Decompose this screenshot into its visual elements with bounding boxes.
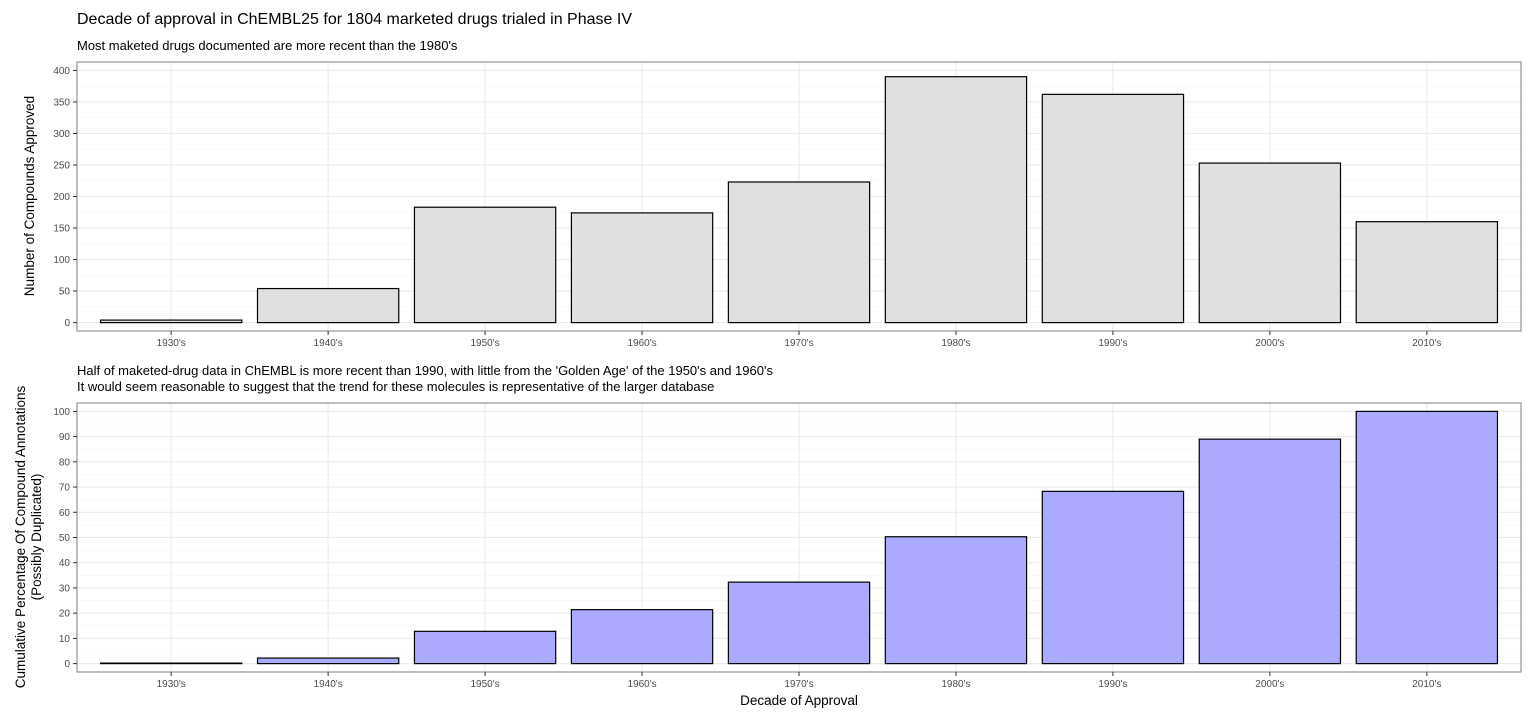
bottom-x-tick-label: 1960's xyxy=(627,679,656,690)
bottom-bar-1990s xyxy=(1041,490,1185,665)
top-y-tick-label: 350 xyxy=(53,97,70,108)
top-bar-1960s xyxy=(570,212,714,324)
bottom-y-tick-label: 90 xyxy=(59,432,71,443)
bottom-x-tick-label: 1970's xyxy=(784,679,813,690)
bottom-y-tick-label: 70 xyxy=(59,483,71,494)
top-bar-2000s xyxy=(1198,162,1342,324)
bottom-y-tick-label: 10 xyxy=(59,634,71,645)
bottom-x-tick-label: 1990's xyxy=(1098,679,1127,690)
top-x-tick-label: 1990's xyxy=(1098,338,1127,349)
top-x-tick-label: 1930's xyxy=(157,338,186,349)
top-bar-1970s xyxy=(727,181,871,324)
bottom-bar-1970s xyxy=(727,581,871,665)
bottom-chart-subtitle-line1: Half of maketed-drug data in ChEMBL is m… xyxy=(77,363,773,378)
x-axis-title: Decade of Approval xyxy=(740,693,858,708)
bottom-bar-2000s xyxy=(1198,438,1342,665)
top-bar-2010s xyxy=(1355,221,1499,324)
bottom-y-tick-label: 60 xyxy=(59,508,71,519)
bottom-x-tick-label: 1930's xyxy=(157,679,186,690)
bottom-bar-1960s xyxy=(570,609,714,665)
top-bar-1950s xyxy=(413,206,557,324)
top-chart-subtitle: Most maketed drugs documented are more r… xyxy=(77,38,458,53)
top-y-tick-label: 200 xyxy=(53,192,70,203)
bottom-x-tick-label: 2000's xyxy=(1255,679,1284,690)
top-bar-1990s xyxy=(1041,93,1185,324)
top-bar-1930s xyxy=(99,319,243,324)
bottom-x-tick-label: 1950's xyxy=(471,679,500,690)
bottom-x-tick-label: 1940's xyxy=(314,679,343,690)
top-y-tick-label: 0 xyxy=(64,318,70,329)
bottom-y-tick-label: 0 xyxy=(64,659,70,670)
bottom-y-tick-label: 30 xyxy=(59,583,71,594)
top-bar-1980s xyxy=(884,76,1028,324)
top-y-axis-title: Number of Compounds Approved xyxy=(22,96,37,296)
top-y-tick-label: 150 xyxy=(53,224,70,235)
top-y-tick-label: 250 xyxy=(53,160,70,171)
bottom-bar-2010s xyxy=(1355,410,1499,665)
bottom-y-tick-label: 40 xyxy=(59,558,71,569)
top-x-tick-label: 1970's xyxy=(784,338,813,349)
bottom-y-tick-label: 80 xyxy=(59,457,71,468)
bottom-y-tick-label: 50 xyxy=(59,533,71,544)
top-x-tick-label: 2000's xyxy=(1255,338,1284,349)
top-x-tick-label: 2010's xyxy=(1412,338,1441,349)
bottom-x-tick-label: 2010's xyxy=(1412,679,1441,690)
top-bar-1940s xyxy=(256,287,400,324)
top-x-tick-label: 1980's xyxy=(941,338,970,349)
bottom-bar-1940s xyxy=(256,657,400,665)
chart-title: Decade of approval in ChEMBL25 for 1804 … xyxy=(77,11,632,28)
top-x-tick-label: 1950's xyxy=(471,338,500,349)
bottom-y-axis-title-line2: (Possibly Duplicated) xyxy=(29,474,44,601)
top-x-tick-label: 1960's xyxy=(627,338,656,349)
bottom-bar-1980s xyxy=(884,536,1028,665)
bottom-y-tick-label: 100 xyxy=(53,407,70,418)
bottom-chart-subtitle-line2: It would seem reasonable to suggest that… xyxy=(77,379,715,394)
bottom-bar-1950s xyxy=(413,630,557,665)
bottom-y-tick-label: 20 xyxy=(59,609,71,620)
top-y-tick-label: 100 xyxy=(53,255,70,266)
top-y-tick-label: 50 xyxy=(59,287,71,298)
bottom-x-tick-label: 1980's xyxy=(941,679,970,690)
top-y-tick-label: 400 xyxy=(53,66,70,77)
top-x-tick-label: 1940's xyxy=(314,338,343,349)
bottom-bar-1930s xyxy=(99,662,243,665)
bottom-y-axis-title-line1: Cumulative Percentage Of Compound Annota… xyxy=(13,386,28,689)
top-y-tick-label: 300 xyxy=(53,129,70,140)
